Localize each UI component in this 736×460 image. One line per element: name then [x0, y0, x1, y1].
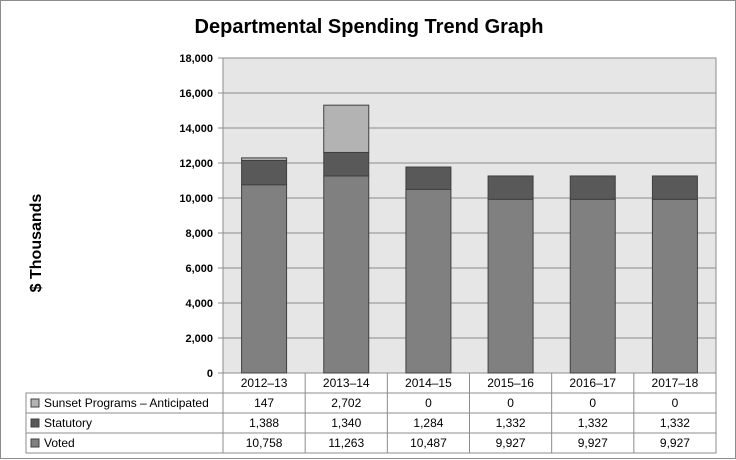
y-tick-label: 8,000 — [185, 228, 213, 240]
legend-label-voted: Voted — [44, 436, 75, 450]
y-axis-label: $ Thousands — [28, 194, 45, 293]
bar-statutory-5 — [651, 175, 698, 200]
y-tick-label: 2,000 — [185, 333, 213, 345]
data-label-statutory: 1,388 — [249, 416, 279, 430]
x-category-label: 2013–14 — [323, 376, 370, 390]
y-tick-label: 14,000 — [179, 123, 213, 135]
x-category-label: 2016–17 — [569, 376, 616, 390]
bar-voted-2 — [405, 188, 452, 374]
bar-statutory-4 — [569, 175, 616, 200]
data-label-sunset-programs-anticipated: 0 — [672, 396, 679, 410]
bar-statutory-1 — [323, 151, 370, 177]
bar-sunset-programs-anticipated-1 — [323, 104, 370, 153]
data-label-sunset-programs-anticipated: 147 — [254, 396, 274, 410]
x-category-label: 2017–18 — [652, 376, 699, 390]
y-tick-label: 16,000 — [179, 88, 213, 100]
x-category-label: 2012–13 — [241, 376, 288, 390]
data-label-sunset-programs-anticipated: 0 — [425, 396, 432, 410]
y-tick-label: 12,000 — [179, 158, 213, 170]
data-label-voted: 10,758 — [246, 436, 283, 450]
data-label-voted: 9,927 — [578, 436, 608, 450]
bar-statutory-3 — [487, 175, 534, 200]
legend-swatch-statutory — [30, 418, 40, 428]
bar-voted-5 — [651, 198, 698, 374]
data-label-statutory: 1,332 — [496, 416, 526, 430]
data-label-voted: 10,487 — [410, 436, 447, 450]
data-label-sunset-programs-anticipated: 0 — [507, 396, 514, 410]
x-category-label: 2015–16 — [487, 376, 534, 390]
chart-title: Departmental Spending Trend Graph — [195, 16, 544, 38]
bar-voted-0 — [241, 184, 288, 374]
data-label-sunset-programs-anticipated: 2,702 — [331, 396, 361, 410]
y-tick-label: 10,000 — [179, 193, 213, 205]
legend-swatch-sunset-programs-anticipated — [30, 398, 40, 408]
plot-area: 0 2,000 4,000 6,000 8,000 10,000 12,000 14,000 1… — [179, 53, 717, 380]
data-label-statutory: 1,332 — [660, 416, 690, 430]
data-label-statutory: 1,340 — [331, 416, 361, 430]
bar-statutory-0 — [241, 159, 288, 186]
bar-sunset-programs-anticipated-0 — [241, 157, 288, 161]
y-tick-label: 0 — [207, 368, 213, 380]
legend-label-sunset-programs-anticipated: Sunset Programs – Anticipated — [44, 396, 209, 410]
data-label-statutory: 1,284 — [413, 416, 443, 430]
bar-statutory-2 — [405, 166, 452, 190]
plot-background — [222, 57, 717, 374]
bar-voted-4 — [569, 198, 616, 374]
data-label-sunset-programs-anticipated: 0 — [589, 396, 596, 410]
bar-voted-3 — [487, 198, 534, 374]
y-tick-label: 18,000 — [179, 53, 213, 65]
data-label-voted: 9,927 — [660, 436, 690, 450]
y-tick-label: 4,000 — [185, 298, 213, 310]
bar-voted-1 — [323, 175, 370, 374]
legend-label-statutory: Statutory — [44, 416, 92, 430]
data-label-voted: 9,927 — [496, 436, 526, 450]
data-label-voted: 11,263 — [328, 436, 364, 450]
data-label-statutory: 1,332 — [578, 416, 608, 430]
y-tick-label: 6,000 — [185, 263, 213, 275]
legend-swatch-voted — [30, 438, 40, 448]
x-category-label: 2014–15 — [405, 376, 452, 390]
data-table: 2012–13 2013–14 2014–15 2015–16 2016–17 2017–… — [25, 373, 717, 454]
